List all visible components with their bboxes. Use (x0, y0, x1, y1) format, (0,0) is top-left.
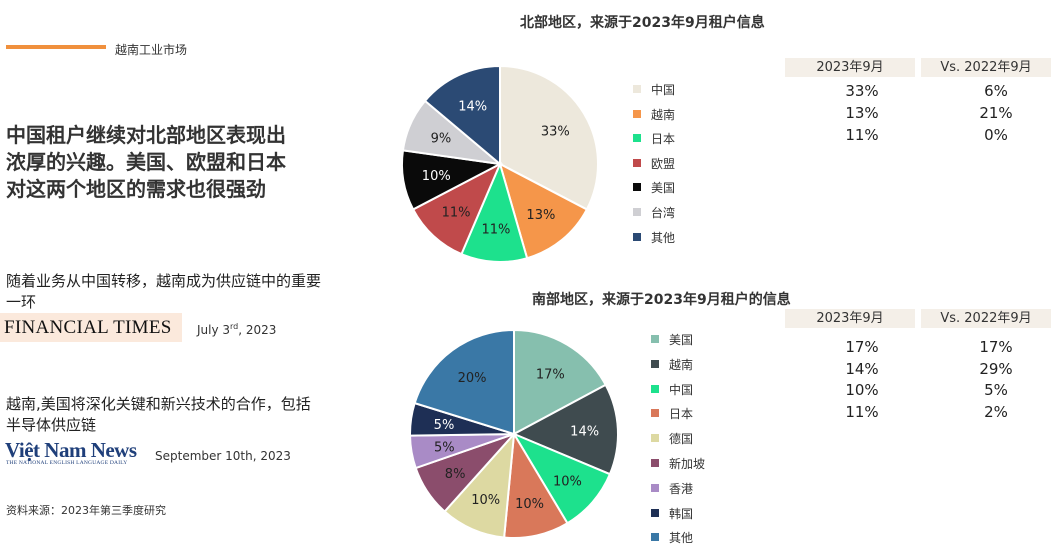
headline: 中国租户继续对北部地区表现出 浓厚的兴趣。美国、欧盟和日本 对这两个地区的需求也… (6, 122, 336, 203)
news1-headline[interactable]: 随着业务从中国转移，越南成为供应链中的重要 一环 (6, 271, 366, 313)
north-table-header-current: 2023年9月 (785, 58, 915, 77)
south-table-cell: 17% (979, 338, 1013, 356)
section-tag: 越南工业市场 (115, 43, 188, 57)
south-legend-swatch (651, 359, 659, 368)
south-pie-slice (513, 328, 608, 436)
south-legend-label: 中国 (669, 382, 694, 397)
south-pie-label: 10% (471, 493, 500, 508)
news1-line: 一环 (6, 293, 37, 311)
south-legend-label: 越南 (669, 357, 694, 372)
south-pie-label: 14% (570, 425, 599, 440)
south-legend-label: 日本 (669, 407, 694, 422)
vietnam-news-logo-main: Việt Nam News (5, 438, 137, 462)
south-legend-swatch (651, 384, 659, 393)
north-pie-slice (499, 64, 599, 211)
south-table-cell: 17% (845, 338, 879, 356)
south-pie-slice (511, 383, 619, 476)
north-table-cell: 6% (984, 82, 1008, 100)
accent-line (6, 45, 106, 49)
south-legend-label: 德国 (669, 432, 694, 447)
news1-date: July 3rd, 2023 (197, 322, 276, 337)
north-pie-label: 11% (442, 205, 471, 220)
north-table-cell: 0% (984, 126, 1008, 144)
north-legend-label: 其他 (651, 230, 676, 245)
south-pie-label: 10% (515, 497, 544, 512)
news2-date: September 10th, 2023 (155, 449, 291, 463)
south-legend-swatch (651, 533, 659, 542)
south-legend-swatch (651, 459, 659, 467)
headline-line: 对这两个地区的需求也很强劲 (6, 177, 266, 201)
north-table-cell: 21% (979, 104, 1013, 122)
south-table-cell: 2% (984, 403, 1008, 421)
south-legend-label: 韩国 (669, 506, 694, 521)
south-legend-swatch (651, 335, 659, 343)
south-table-cell: 5% (984, 381, 1008, 399)
south-pie-slice (413, 328, 515, 436)
north-legend-label: 台湾 (651, 206, 676, 220)
north-legend-label: 越南 (651, 107, 676, 122)
north-pie-label: 9% (431, 132, 452, 147)
north-legend-label: 美国 (651, 181, 676, 196)
south-legend-swatch (651, 508, 659, 517)
headline-line: 浓厚的兴趣。美国、欧盟和日本 (6, 150, 286, 174)
north-pie-slice (423, 64, 501, 167)
north-pie-label: 33% (541, 125, 570, 140)
south-legend-label: 美国 (669, 333, 694, 347)
north-legend-swatch (633, 85, 641, 93)
south-legend-swatch (651, 434, 659, 443)
north-pie-slice (460, 161, 529, 263)
south-pie-label: 10% (553, 474, 582, 489)
north-pie-label: 10% (422, 169, 451, 184)
north-legend-swatch (633, 134, 641, 143)
north-legend-swatch (633, 232, 641, 241)
north-legend-swatch (633, 208, 641, 216)
south-pie-label: 5% (434, 418, 455, 433)
south-table-cell: 29% (979, 360, 1013, 378)
north-table-header-vs: Vs. 2022年9月 (921, 58, 1051, 77)
vietnam-news-logo-sub: THE NATIONAL ENGLISH LANGUAGE DAILY (6, 460, 128, 466)
vietnam-news-logo: Việt Nam News THE NATIONAL ENGLISH LANGU… (5, 438, 145, 470)
news2-line: 越南,美国将深化关键和新兴技术的合作，包括 (6, 395, 311, 413)
south-table-header-current: 2023年9月 (785, 309, 915, 328)
south-legend-swatch (651, 483, 659, 492)
south-table-header-vs: Vs. 2022年9月 (921, 309, 1051, 328)
north-chart-title: 北部地区，来源于2023年9月租户信息 (520, 15, 765, 31)
north-pie-label: 14% (458, 99, 487, 114)
south-table-cell: 11% (845, 403, 879, 421)
news1-date-sup: rd (230, 322, 239, 331)
south-table-cell: 10% (845, 381, 879, 399)
south-legend-label: 新加坡 (669, 457, 706, 471)
north-legend-swatch (633, 109, 641, 118)
north-legend-swatch (633, 183, 641, 192)
source-note: 资料来源：2023年第三季度研究 (6, 504, 166, 517)
north-pie-slice (411, 161, 503, 256)
news1-line: 随着业务从中国转移，越南成为供应链中的重要 (6, 272, 322, 290)
south-chart-title: 南部地区，来源于2023年9月租户的信息 (532, 292, 791, 308)
north-pie-label: 13% (526, 208, 555, 223)
north-legend-label: 中国 (651, 83, 676, 97)
news2-line: 半导体供应链 (6, 416, 97, 434)
south-table-cell: 14% (845, 360, 879, 378)
north-legend-label: 日本 (651, 132, 676, 147)
news2-headline[interactable]: 越南,美国将深化关键和新兴技术的合作，包括 半导体供应链 (6, 394, 366, 436)
north-table-cell: 33% (845, 82, 879, 100)
north-legend-label: 欧盟 (651, 156, 676, 171)
south-pie-label: 5% (434, 440, 455, 455)
news1-date-suffix: , 2023 (238, 323, 277, 337)
news1-date-prefix: July 3 (197, 323, 231, 337)
north-legend-swatch (633, 158, 641, 167)
south-pie-label: 8% (445, 467, 466, 482)
north-table-cell: 11% (845, 126, 879, 144)
south-legend-label: 香港 (669, 481, 694, 496)
headline-line: 中国租户继续对北部地区表现出 (6, 123, 286, 147)
south-pie-label: 17% (536, 367, 565, 382)
north-table-cell: 13% (845, 104, 879, 122)
south-pie-label: 20% (458, 371, 487, 386)
north-pie-slice (498, 162, 589, 260)
south-legend-label: 其他 (669, 531, 694, 546)
north-pie-label: 11% (482, 223, 511, 238)
financial-times-logo: FINANCIAL TIMES (0, 313, 182, 342)
south-legend-swatch (651, 409, 659, 418)
